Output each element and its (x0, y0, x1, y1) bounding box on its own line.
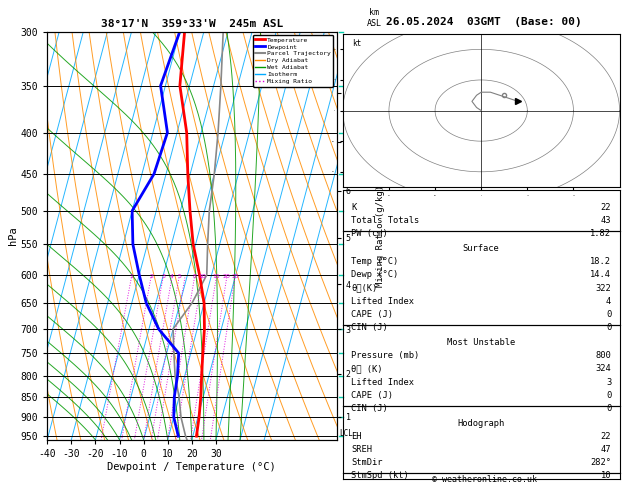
Text: EH: EH (351, 432, 362, 441)
Text: 3: 3 (606, 378, 611, 386)
Text: 26.05.2024  03GMT  (Base: 00): 26.05.2024 03GMT (Base: 00) (386, 17, 582, 27)
Text: 1: 1 (130, 274, 133, 278)
Text: K: K (351, 203, 357, 212)
Text: 0: 0 (606, 391, 611, 399)
Text: 43: 43 (601, 216, 611, 225)
Text: 5: 5 (177, 274, 181, 278)
Text: CIN (J): CIN (J) (351, 323, 388, 332)
Text: 20: 20 (223, 274, 231, 278)
Text: 322: 322 (596, 283, 611, 293)
Y-axis label: Mixing Ratio (g/kg): Mixing Ratio (g/kg) (376, 185, 384, 287)
Text: CIN (J): CIN (J) (351, 404, 388, 413)
Text: 1.82: 1.82 (590, 229, 611, 238)
Y-axis label: hPa: hPa (8, 226, 18, 245)
Text: StmSpd (kt): StmSpd (kt) (351, 471, 409, 481)
Text: 2: 2 (149, 274, 153, 278)
Text: CAPE (J): CAPE (J) (351, 310, 393, 319)
Text: 14.4: 14.4 (590, 270, 611, 279)
Text: 25: 25 (231, 274, 239, 278)
Text: Totals Totals: Totals Totals (351, 216, 420, 225)
Text: Lifted Index: Lifted Index (351, 296, 414, 306)
Text: θᴇ(K): θᴇ(K) (351, 283, 377, 293)
Text: 282°: 282° (590, 458, 611, 468)
Text: 22: 22 (601, 432, 611, 441)
Text: θᴇ (K): θᴇ (K) (351, 364, 382, 373)
Text: 0: 0 (606, 323, 611, 332)
Text: 47: 47 (601, 445, 611, 454)
Legend: Temperature, Dewpoint, Parcel Trajectory, Dry Adiabat, Wet Adiabat, Isotherm, Mi: Temperature, Dewpoint, Parcel Trajectory… (253, 35, 333, 87)
Text: 0: 0 (606, 310, 611, 319)
Text: 800: 800 (596, 351, 611, 360)
Text: © weatheronline.co.uk: © weatheronline.co.uk (432, 474, 537, 484)
Text: 4: 4 (170, 274, 174, 278)
Text: 324: 324 (596, 364, 611, 373)
Text: 10: 10 (198, 274, 206, 278)
Text: LCL: LCL (340, 429, 353, 438)
Text: PW (cm): PW (cm) (351, 229, 388, 238)
Text: 10: 10 (601, 471, 611, 481)
Title: 38°17'N  359°33'W  245m ASL: 38°17'N 359°33'W 245m ASL (101, 19, 283, 30)
Text: 8: 8 (192, 274, 197, 278)
Text: 3: 3 (161, 274, 165, 278)
Text: km
ASL: km ASL (367, 8, 382, 28)
Text: Most Unstable: Most Unstable (447, 338, 515, 347)
Text: Dewp (°C): Dewp (°C) (351, 270, 398, 279)
Text: 18.2: 18.2 (590, 257, 611, 266)
Text: Temp (°C): Temp (°C) (351, 257, 398, 266)
X-axis label: Dewpoint / Temperature (°C): Dewpoint / Temperature (°C) (108, 462, 276, 471)
Text: kt: kt (352, 39, 361, 48)
Text: Lifted Index: Lifted Index (351, 378, 414, 386)
Text: Pressure (mb): Pressure (mb) (351, 351, 420, 360)
Text: SREH: SREH (351, 445, 372, 454)
Text: CAPE (J): CAPE (J) (351, 391, 393, 399)
Text: StmDir: StmDir (351, 458, 382, 468)
Text: 4: 4 (606, 296, 611, 306)
Text: 22: 22 (601, 203, 611, 212)
Text: Hodograph: Hodograph (457, 419, 505, 428)
Text: 0: 0 (606, 404, 611, 413)
Text: 15: 15 (213, 274, 220, 278)
Text: Surface: Surface (463, 244, 499, 253)
